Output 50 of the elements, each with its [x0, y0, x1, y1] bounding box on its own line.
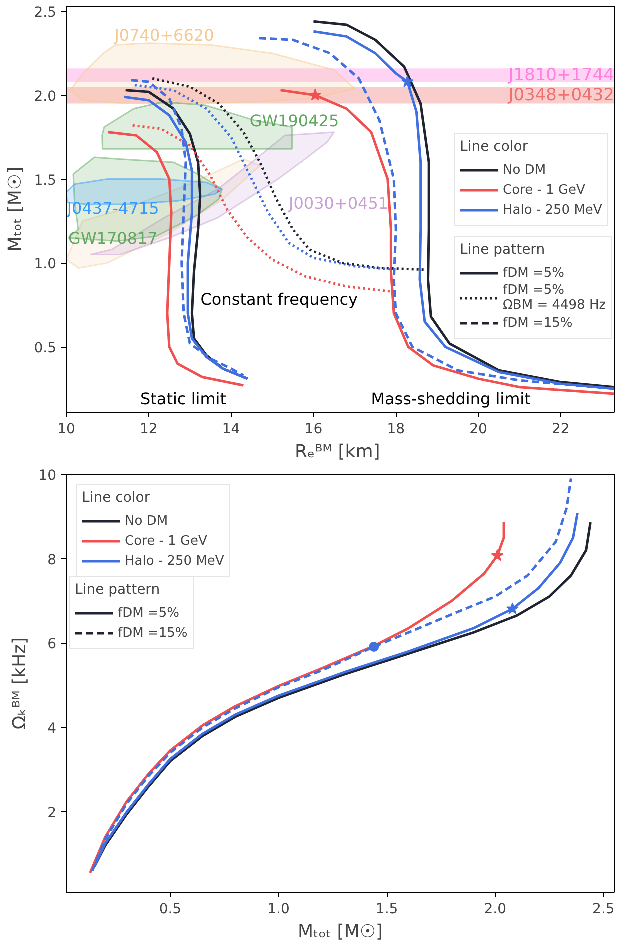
y-tick-label: 2 [48, 805, 57, 822]
annotation: Line pattern [460, 242, 546, 258]
band-label: J0348+0432 [508, 85, 615, 106]
legend-label: No DM [503, 162, 546, 179]
y-tick-label: 1.0 [34, 256, 56, 273]
y-tick-label: 8 [48, 552, 57, 568]
legend-title: Line color [82, 490, 152, 506]
annotation: GW190425 [250, 112, 340, 131]
annotation: Static limit [140, 389, 227, 408]
legend-label: Halo - 250 MeV [125, 552, 224, 570]
annotation: J0437-4715 [66, 199, 160, 218]
x-axis-title: Rₑᴮᴹ [km] [294, 442, 380, 462]
annotation: GW170817 [68, 229, 158, 248]
x-axis-title: Mₜₒₜ [M☉] [298, 922, 384, 942]
x-tick-label: 2.5 [592, 902, 615, 918]
y-tick-label: 4 [48, 721, 57, 738]
x-tick-label: 10 [58, 422, 76, 438]
x-tick-label: 20 [470, 422, 488, 438]
legend-label: Halo - 250 MeV [503, 202, 602, 219]
y-tick-label: 1.5 [34, 172, 56, 189]
x-tick-label: 0.5 [159, 902, 182, 918]
annotation: fDM =15% [503, 314, 573, 332]
legend-label: Core - 1 GeV [503, 182, 586, 199]
band-label: J1810+1744 [508, 65, 615, 86]
x-tick-label: 18 [387, 422, 406, 438]
annotation: fDM =5% [503, 264, 564, 282]
annotation: Line pattern [75, 582, 162, 598]
x-tick-label: 2.0 [484, 902, 507, 918]
y-axis-title: Ωₖᴮᴹ [kHz] [10, 637, 31, 730]
y-axis-title: Mₜₒₜ [M☉] [5, 166, 26, 252]
legend-title: Line color [460, 139, 530, 155]
y-tick-label: 10 [38, 468, 57, 484]
y-tick-label: 6 [48, 636, 57, 653]
x-tick-label: 12 [140, 422, 158, 438]
x-tick-label: 16 [304, 422, 323, 438]
annotation: Constant frequency [200, 290, 358, 309]
legend-label: Core - 1 GeV [125, 532, 208, 550]
y-tick-label: 2.5 [34, 5, 56, 22]
annotation: Mass-shedding limit [371, 389, 531, 408]
annotation: J0030+0451 [288, 194, 389, 213]
legend-label: No DM [125, 512, 168, 530]
annotation: J0740+6620 [114, 26, 214, 46]
x-tick-label: 14 [222, 422, 240, 438]
x-tick-label: 1.5 [376, 902, 398, 918]
annotation: fDM =15% [118, 624, 188, 642]
x-tick-label: 22 [552, 422, 570, 438]
annotation: fDM =5% [118, 604, 180, 622]
y-tick-label: 2.0 [34, 88, 56, 105]
y-tick-label: 0.5 [34, 340, 56, 357]
x-tick-label: 1.0 [268, 902, 290, 918]
